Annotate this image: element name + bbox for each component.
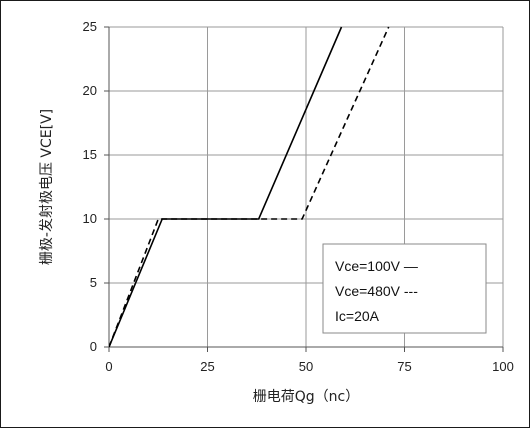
x-tick-label: 100 — [492, 359, 514, 374]
x-tick-label: 0 — [105, 359, 112, 374]
x-tick-label: 50 — [299, 359, 313, 374]
y-tick-label: 20 — [83, 83, 97, 98]
x-tick-label: 25 — [200, 359, 214, 374]
y-tick-label: 10 — [83, 211, 97, 226]
series-line-solid — [109, 26, 343, 348]
legend-entry-vce480: Vce=480V --- — [335, 283, 418, 299]
ticks: 0 25 50 75 100 0 5 10 15 20 25 — [83, 19, 514, 374]
legend-entry-ic: Ic=20A — [335, 308, 380, 324]
y-axis-label: 栅极-发射极电压 VCE[V] — [39, 109, 55, 265]
legend-box — [322, 243, 487, 334]
series-group — [109, 26, 390, 348]
y-tick-label: 5 — [90, 275, 97, 290]
x-axis-label: 栅电荷Qg（nc） — [253, 389, 359, 405]
legend-entry-vce100: Vce=100V — — [335, 258, 418, 274]
y-tick-label: 0 — [90, 339, 97, 354]
legend: Vce=100V — Vce=480V --- Ic=20A — [322, 243, 487, 334]
x-tick-label: 75 — [397, 359, 411, 374]
y-tick-label: 15 — [83, 147, 97, 162]
y-tick-label: 25 — [83, 19, 97, 34]
